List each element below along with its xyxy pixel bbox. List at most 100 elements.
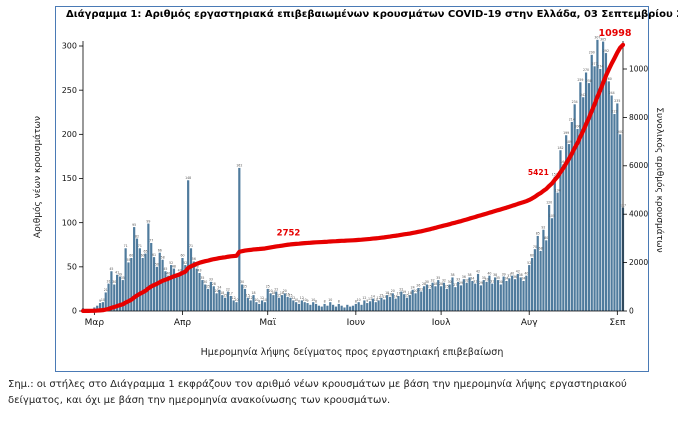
svg-text:66: 66 xyxy=(158,248,162,252)
svg-text:11: 11 xyxy=(368,297,372,301)
svg-text:214: 214 xyxy=(569,118,575,122)
svg-text:28: 28 xyxy=(422,282,426,286)
y-left-tick-label: 100 xyxy=(62,218,77,227)
svg-text:41: 41 xyxy=(115,270,119,274)
svg-text:25: 25 xyxy=(445,285,449,289)
svg-text:52: 52 xyxy=(183,261,187,265)
svg-text:148: 148 xyxy=(185,176,191,180)
svg-text:61: 61 xyxy=(152,253,156,257)
annotation-2752: 2752 xyxy=(277,228,301,238)
svg-text:270: 270 xyxy=(583,68,589,72)
svg-text:34: 34 xyxy=(504,277,508,281)
y-right-tick-label: 6000 xyxy=(629,161,648,170)
svg-text:25: 25 xyxy=(266,285,270,289)
svg-text:8: 8 xyxy=(355,300,357,304)
svg-text:34: 34 xyxy=(521,277,525,281)
svg-text:60: 60 xyxy=(530,254,534,258)
svg-text:10: 10 xyxy=(101,298,105,302)
svg-text:28: 28 xyxy=(433,282,437,286)
svg-text:42: 42 xyxy=(516,270,520,274)
svg-text:40: 40 xyxy=(524,271,528,275)
svg-text:52: 52 xyxy=(527,261,531,265)
svg-text:32: 32 xyxy=(465,278,469,282)
svg-text:277: 277 xyxy=(592,62,598,66)
svg-text:25: 25 xyxy=(243,285,247,289)
svg-text:8: 8 xyxy=(324,300,326,304)
svg-text:12: 12 xyxy=(300,296,304,300)
chart-frame: 9 10 21 31 45 30 41 39 35 71 55 60 95 82 71 60 65 99 77 61 5… xyxy=(55,6,649,372)
svg-text:9: 9 xyxy=(99,299,101,303)
svg-text:35: 35 xyxy=(496,276,500,280)
svg-text:199: 199 xyxy=(563,131,569,135)
svg-text:10: 10 xyxy=(303,298,307,302)
y-right-tick-label: 2000 xyxy=(629,258,648,267)
x-tick-label: Σεπ xyxy=(609,318,626,328)
svg-text:39: 39 xyxy=(502,272,506,276)
svg-text:40: 40 xyxy=(487,271,491,275)
svg-text:92: 92 xyxy=(541,225,545,229)
svg-text:29: 29 xyxy=(479,281,483,285)
svg-text:38: 38 xyxy=(467,273,471,277)
svg-text:24: 24 xyxy=(217,286,221,290)
svg-text:35: 35 xyxy=(482,276,486,280)
svg-text:12: 12 xyxy=(232,296,236,300)
svg-text:48: 48 xyxy=(195,264,199,268)
svg-text:36: 36 xyxy=(513,275,517,279)
svg-text:31: 31 xyxy=(107,279,111,283)
svg-text:16: 16 xyxy=(388,293,392,297)
svg-text:292: 292 xyxy=(603,49,609,53)
svg-text:120: 120 xyxy=(546,201,552,205)
svg-text:20: 20 xyxy=(413,289,417,293)
svg-text:30: 30 xyxy=(448,280,452,284)
svg-text:235: 235 xyxy=(614,99,620,103)
svg-text:27: 27 xyxy=(453,283,457,287)
svg-text:82: 82 xyxy=(135,234,139,238)
svg-text:20: 20 xyxy=(269,289,273,293)
svg-text:12: 12 xyxy=(249,296,253,300)
svg-text:182: 182 xyxy=(557,146,563,150)
x-axis-label: Ημερομηνία λήψης δείγματος προς εργαστηρ… xyxy=(200,347,504,358)
svg-text:26: 26 xyxy=(416,284,420,288)
svg-text:30: 30 xyxy=(203,280,207,284)
svg-text:10: 10 xyxy=(311,298,315,302)
svg-text:77: 77 xyxy=(149,239,153,243)
svg-text:35: 35 xyxy=(200,276,204,280)
svg-text:234: 234 xyxy=(572,100,578,104)
svg-text:38: 38 xyxy=(519,273,523,277)
svg-text:37: 37 xyxy=(507,274,511,278)
svg-text:8: 8 xyxy=(315,300,317,304)
svg-text:15: 15 xyxy=(223,293,227,297)
svg-text:244: 244 xyxy=(609,91,615,95)
y-left-tick-label: 150 xyxy=(62,174,77,183)
svg-text:166: 166 xyxy=(560,160,566,164)
y-left-tick-label: 50 xyxy=(67,262,77,271)
svg-text:60: 60 xyxy=(180,254,184,258)
svg-text:9: 9 xyxy=(307,299,309,303)
svg-text:307: 307 xyxy=(594,36,600,40)
svg-text:260: 260 xyxy=(606,77,612,81)
x-tick-label: Μαϊ xyxy=(259,318,276,328)
svg-text:15: 15 xyxy=(405,293,409,297)
svg-text:18: 18 xyxy=(251,291,255,295)
svg-text:31: 31 xyxy=(490,279,494,283)
svg-text:22: 22 xyxy=(399,287,403,291)
svg-text:8: 8 xyxy=(298,300,300,304)
svg-text:223: 223 xyxy=(611,110,617,114)
svg-text:36: 36 xyxy=(462,275,466,279)
chart-title: Διάγραμμα 1: Αριθμός εργαστηριακά επιβεβ… xyxy=(66,9,678,20)
svg-text:18: 18 xyxy=(385,291,389,295)
annotation-5421: 5421 xyxy=(528,168,549,177)
footnote: Σημ.: οι στήλες στο Διάγραμμα 1 εκφράζου… xyxy=(8,379,627,406)
y-left-tick-label: 200 xyxy=(62,130,77,139)
svg-text:105: 105 xyxy=(549,214,555,218)
svg-text:22: 22 xyxy=(226,287,230,291)
svg-text:30: 30 xyxy=(425,280,429,284)
x-tick-label: Απρ xyxy=(174,318,192,328)
svg-text:25: 25 xyxy=(428,285,432,289)
svg-text:10: 10 xyxy=(357,298,361,302)
svg-text:45: 45 xyxy=(163,267,167,271)
cumulative-line xyxy=(80,42,626,314)
svg-text:12: 12 xyxy=(377,296,381,300)
svg-text:38: 38 xyxy=(450,273,454,277)
